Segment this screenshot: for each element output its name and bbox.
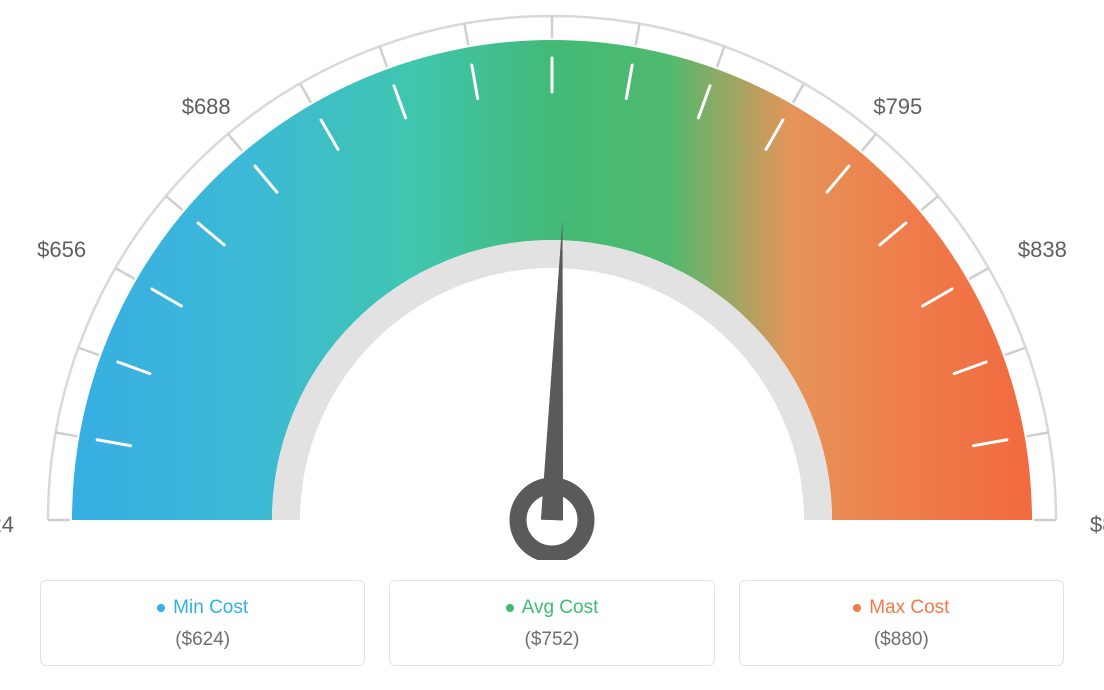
svg-text:$838: $838: [1018, 237, 1067, 262]
svg-text:$880: $880: [1090, 512, 1104, 537]
dot-icon: [853, 604, 861, 612]
dot-icon: [157, 604, 165, 612]
svg-text:$624: $624: [0, 512, 14, 537]
legend-row: Min Cost ($624) Avg Cost ($752) Max Cost…: [40, 580, 1064, 666]
legend-card-max: Max Cost ($880): [739, 580, 1064, 666]
legend-card-min: Min Cost ($624): [40, 580, 365, 666]
dot-icon: [506, 604, 514, 612]
svg-text:$688: $688: [182, 94, 231, 119]
legend-value-min: ($624): [51, 629, 354, 651]
legend-value-avg: ($752): [400, 629, 703, 651]
legend-label-avg: Avg Cost: [522, 597, 599, 619]
legend-value-max: ($880): [750, 629, 1053, 651]
cost-gauge-container: $624$656$688$752$795$838$880 Min Cost ($…: [0, 0, 1104, 690]
legend-label-max: Max Cost: [869, 597, 949, 619]
gauge-chart: $624$656$688$752$795$838$880: [0, 0, 1104, 560]
legend-card-avg: Avg Cost ($752): [389, 580, 714, 666]
svg-text:$656: $656: [37, 237, 86, 262]
legend-label-min: Min Cost: [173, 597, 248, 619]
svg-text:$795: $795: [873, 94, 922, 119]
